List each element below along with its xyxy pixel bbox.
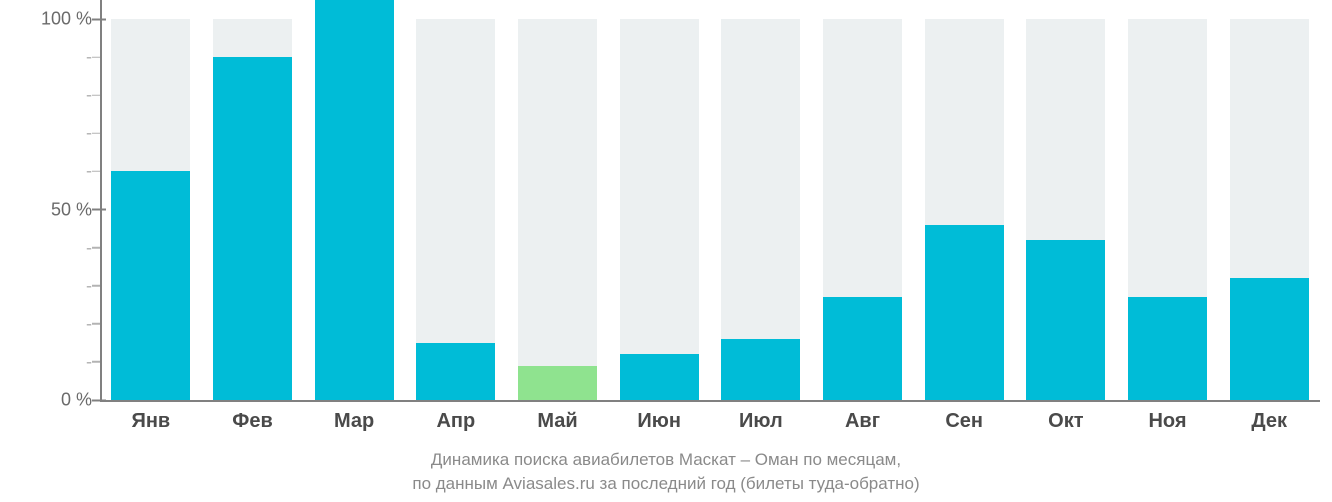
bar-slot	[518, 0, 597, 400]
bar-slot	[1230, 0, 1309, 400]
bar-slot	[823, 0, 902, 400]
y-tick-minor: -	[0, 123, 92, 144]
plot-area	[100, 0, 1320, 400]
bar	[518, 366, 597, 400]
chart-caption-line1: Динамика поиска авиабилетов Маскат – Ома…	[0, 450, 1332, 470]
bar-slot	[925, 0, 1004, 400]
y-tick-minor: -	[0, 161, 92, 182]
bar-slot	[111, 0, 190, 400]
bars-container	[100, 0, 1320, 400]
y-tick-minor: -	[0, 47, 92, 68]
x-axis-label: Дек	[1251, 410, 1287, 433]
x-axis-label: Ноя	[1148, 410, 1186, 433]
y-tick-major: 50 %	[0, 199, 92, 220]
bar	[1230, 278, 1309, 400]
bar	[416, 343, 495, 400]
x-axis-label: Мар	[334, 410, 374, 433]
bar	[721, 339, 800, 400]
bar	[213, 57, 292, 400]
y-tick-minor: -	[0, 237, 92, 258]
x-axis-label: Май	[537, 410, 577, 433]
monthly-search-bar-chart: 0 % 50 % 100 % - - - - - - - - Янв Фев Мар Апр Май Июн И…	[0, 0, 1332, 502]
y-tick-minor: -	[0, 275, 92, 296]
bar	[620, 354, 699, 400]
bar-slot	[315, 0, 394, 400]
bar-slot	[721, 0, 800, 400]
y-tick-major: 0 %	[0, 390, 92, 411]
bar	[315, 0, 394, 400]
bar	[111, 171, 190, 400]
bar-slot	[213, 0, 292, 400]
bar	[823, 297, 902, 400]
y-tick-minor: -	[0, 85, 92, 106]
x-axis-label: Фев	[232, 410, 273, 433]
bar-background	[620, 19, 699, 400]
x-axis-label: Авг	[845, 410, 880, 433]
x-axis-label: Июн	[637, 410, 681, 433]
x-axis-line	[100, 400, 1320, 402]
bar-slot	[416, 0, 495, 400]
bar	[925, 225, 1004, 400]
bar-slot	[1128, 0, 1207, 400]
y-tick-minor: -	[0, 351, 92, 372]
y-axis-line	[100, 0, 102, 402]
chart-caption-line2: по данным Aviasales.ru за последний год …	[0, 474, 1332, 494]
bar-slot	[1026, 0, 1105, 400]
x-axis-labels: Янв Фев Мар Апр Май Июн Июл Авг Сен Окт Ноя Дек	[100, 410, 1320, 440]
bar-background	[518, 19, 597, 400]
bar	[1026, 240, 1105, 400]
x-axis-label: Июл	[739, 410, 783, 433]
bar-slot	[620, 0, 699, 400]
bar	[1128, 297, 1207, 400]
y-tick-major: 100 %	[0, 9, 92, 30]
x-axis-label: Окт	[1048, 410, 1083, 433]
x-axis-label: Сен	[945, 410, 983, 433]
x-axis-label: Янв	[131, 410, 170, 433]
x-axis-label: Апр	[436, 410, 475, 433]
y-tick-minor: -	[0, 313, 92, 334]
y-axis: 0 %50 %100 %--------	[0, 0, 100, 400]
